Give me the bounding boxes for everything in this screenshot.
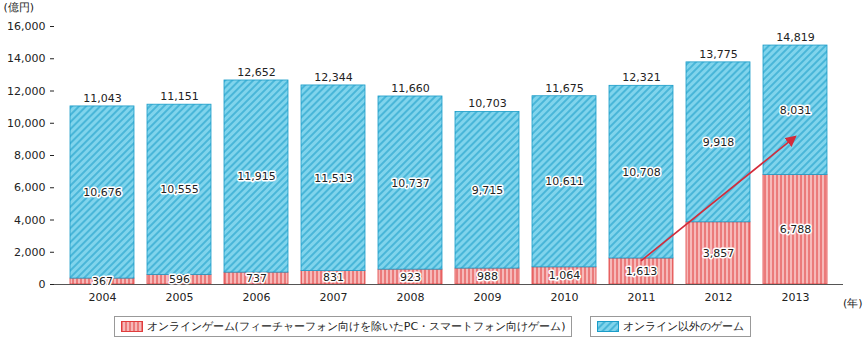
svg-text:11,675: 11,675 <box>545 82 584 95</box>
html-text:オンラインゲーム(フィーチャーフォン向けを除いたPC・スマー: オンラインゲーム(フィーチャーフォン向けを除いたPC・スマートフォン向けゲーム) <box>146 320 566 333</box>
svg-text:737: 737 <box>246 272 267 285</box>
svg-text:2013: 2013 <box>782 291 810 304</box>
svg-text:0: 0 <box>39 278 46 291</box>
svg-text:2,000: 2,000 <box>14 246 46 259</box>
svg-text:10,555: 10,555 <box>160 183 199 196</box>
svg-text:11,660: 11,660 <box>391 82 430 95</box>
svg-text:10,737: 10,737 <box>391 177 430 190</box>
svg-text:10,703: 10,703 <box>468 97 507 110</box>
svg-text:8,000: 8,000 <box>14 149 46 162</box>
svg-text:2006: 2006 <box>243 291 271 304</box>
svg-text:10,676: 10,676 <box>83 186 122 199</box>
svg-text:4,000: 4,000 <box>14 214 46 227</box>
svg-text:9,715: 9,715 <box>472 184 504 197</box>
svg-text:13,775: 13,775 <box>699 48 738 61</box>
svg-text:10,611: 10,611 <box>545 175 584 188</box>
svg-text:12,000: 12,000 <box>7 85 46 98</box>
svg-text:2008: 2008 <box>397 291 425 304</box>
svg-text:2011: 2011 <box>628 291 656 304</box>
svg-text:6,788: 6,788 <box>780 223 812 236</box>
svg-text:11,915: 11,915 <box>237 170 276 183</box>
svg-text:6,000: 6,000 <box>14 181 46 194</box>
svg-text:2012: 2012 <box>705 291 733 304</box>
svg-text:2010: 2010 <box>551 291 579 304</box>
svg-text:988: 988 <box>477 270 498 283</box>
svg-text:12,321: 12,321 <box>622 71 661 84</box>
svg-text:596: 596 <box>169 273 190 286</box>
svg-text:12,344: 12,344 <box>314 71 353 84</box>
svg-text:1,064: 1,064 <box>549 269 581 282</box>
svg-text:2004: 2004 <box>89 291 117 304</box>
svg-text:16,000: 16,000 <box>7 20 46 33</box>
svg-text:14,000: 14,000 <box>7 52 46 65</box>
svg-text:11,043: 11,043 <box>83 92 122 105</box>
svg-text:10,708: 10,708 <box>622 166 661 179</box>
svg-text:10,000: 10,000 <box>7 117 46 130</box>
svg-text:923: 923 <box>400 271 421 284</box>
svg-text:(年): (年) <box>843 297 863 310</box>
svg-text:11,151: 11,151 <box>160 90 199 103</box>
svg-text:2005: 2005 <box>166 291 194 304</box>
html-text:オンライン以外のゲーム: オンライン以外のゲーム <box>623 320 745 333</box>
svg-text:831: 831 <box>323 271 344 284</box>
svg-text:11,513: 11,513 <box>314 172 353 185</box>
svg-text:12,652: 12,652 <box>237 66 276 79</box>
svg-text:8,031: 8,031 <box>780 104 812 117</box>
svg-text:2009: 2009 <box>474 291 502 304</box>
svg-text:9,918: 9,918 <box>703 136 735 149</box>
svg-text:(億円): (億円) <box>4 1 35 14</box>
svg-text:2007: 2007 <box>320 291 348 304</box>
svg-text:1,613: 1,613 <box>626 265 658 278</box>
svg-text:3,857: 3,857 <box>703 247 735 260</box>
svg-text:367: 367 <box>92 275 113 288</box>
svg-text:14,819: 14,819 <box>776 31 815 44</box>
